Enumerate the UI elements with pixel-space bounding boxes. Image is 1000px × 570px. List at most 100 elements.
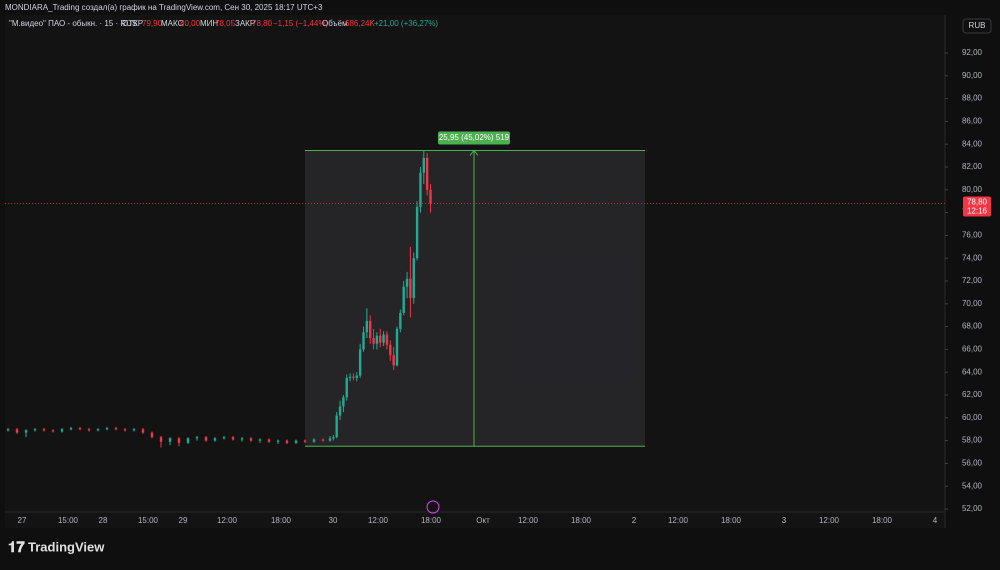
candle-body — [177, 438, 181, 443]
candle-body — [276, 440, 280, 442]
price-label: 60,00 — [962, 413, 983, 422]
time-label: 18:00 — [271, 516, 292, 525]
price-label: 82,00 — [962, 162, 983, 171]
candle-body — [132, 429, 136, 431]
candle-body — [78, 428, 82, 430]
price-label: 66,00 — [962, 345, 983, 354]
candle-body — [114, 428, 118, 430]
time-label: 15:00 — [138, 516, 159, 525]
time-label: 15:00 — [58, 516, 79, 525]
low-label: МИН — [200, 19, 218, 28]
measure-label: 25,95 (45,02%) 519 — [439, 133, 510, 142]
time-label: 2 — [632, 516, 637, 525]
time-label: 30 — [329, 516, 338, 525]
currency-button[interactable] — [962, 18, 992, 34]
candle-body — [195, 437, 199, 439]
high-value: 80,00 — [180, 19, 201, 28]
open-label: ОТКР — [122, 19, 143, 28]
candle-body — [87, 429, 91, 431]
candle-body — [382, 334, 385, 343]
volume-value: 686,24K — [345, 19, 375, 28]
last-price-tag — [963, 196, 991, 217]
candle-body — [355, 375, 358, 378]
candle-body — [6, 429, 10, 431]
price-label: 64,00 — [962, 367, 983, 376]
time-label: 18:00 — [421, 516, 442, 525]
candle-body — [385, 334, 389, 345]
price-label: 56,00 — [962, 459, 983, 468]
candle-body — [412, 258, 415, 299]
candle-body — [372, 338, 375, 344]
candle-body — [186, 438, 190, 443]
close-label: ЗАКР — [235, 19, 255, 28]
candle-body — [365, 320, 369, 333]
price-label: 90,00 — [962, 71, 983, 80]
price-label: 62,00 — [962, 390, 983, 399]
candle-body — [358, 349, 362, 376]
measure-box — [305, 150, 645, 447]
time-label: 12:00 — [819, 516, 840, 525]
last-price-timer: 12:16 — [967, 207, 988, 216]
candle-body — [379, 335, 382, 343]
candle-body — [123, 429, 127, 431]
candle-body — [159, 437, 163, 442]
candle-body — [294, 440, 298, 443]
candle-body — [69, 428, 73, 430]
logo-mark: 𝟏𝟕 — [8, 539, 25, 556]
candle-body — [240, 438, 244, 440]
open-value: 79,90 — [142, 19, 163, 28]
candle-body — [348, 376, 352, 378]
candle-body — [352, 376, 355, 378]
time-label: 28 — [99, 516, 108, 525]
candle-body — [303, 440, 307, 442]
header-title: MONDIARA_Trading создал(а) график на Tra… — [5, 3, 323, 12]
price-label: 72,00 — [962, 276, 983, 285]
candle-body — [338, 406, 342, 416]
candle-body — [285, 440, 289, 443]
candle-body — [392, 355, 395, 366]
candle-body — [24, 430, 28, 433]
candle-body — [328, 438, 332, 441]
candle-body — [422, 157, 425, 173]
time-label: 12:00 — [217, 516, 238, 525]
candle-body — [96, 429, 100, 431]
candle-body — [321, 439, 325, 441]
price-label: 88,00 — [962, 94, 983, 103]
event-icon[interactable] — [426, 500, 440, 514]
candle-body — [335, 415, 338, 438]
legend: "М.видео" ПАО - обыкн. · 15 · RUS ОТКР 7… — [9, 19, 438, 28]
candle-body — [415, 206, 419, 259]
candle-body — [332, 437, 335, 439]
candle-body — [51, 430, 55, 432]
currency[interactable]: RUB — [969, 21, 986, 30]
price-label: 86,00 — [962, 117, 983, 126]
candle-body — [258, 439, 262, 441]
candle-body — [231, 437, 235, 440]
time-label: 12:00 — [518, 516, 539, 525]
price-label: 84,00 — [962, 139, 983, 148]
candle-body — [42, 429, 46, 431]
price-label: 74,00 — [962, 253, 983, 262]
candle-body — [204, 437, 208, 441]
time-label: 12:00 — [368, 516, 389, 525]
price-label: 76,00 — [962, 231, 983, 240]
candle-body — [15, 429, 19, 433]
candle-body — [345, 377, 348, 398]
price-label: 58,00 — [962, 436, 983, 445]
time-label: 4 — [933, 516, 938, 525]
time-label: 18:00 — [721, 516, 742, 525]
candle-body — [405, 278, 409, 287]
arrow-head — [469, 149, 479, 156]
candle-body — [141, 429, 145, 433]
price-label: 70,00 — [962, 299, 983, 308]
time-label: 3 — [782, 516, 787, 525]
close-value: 78,80 — [252, 19, 273, 28]
high-label: МАКС — [161, 19, 184, 28]
time-label: 29 — [179, 516, 188, 525]
candle-body — [399, 312, 402, 329]
volume-label: Объём — [322, 19, 348, 28]
volume-change: +21,00 (+36,27%) — [374, 19, 438, 28]
time-label: 12:00 — [668, 516, 689, 525]
